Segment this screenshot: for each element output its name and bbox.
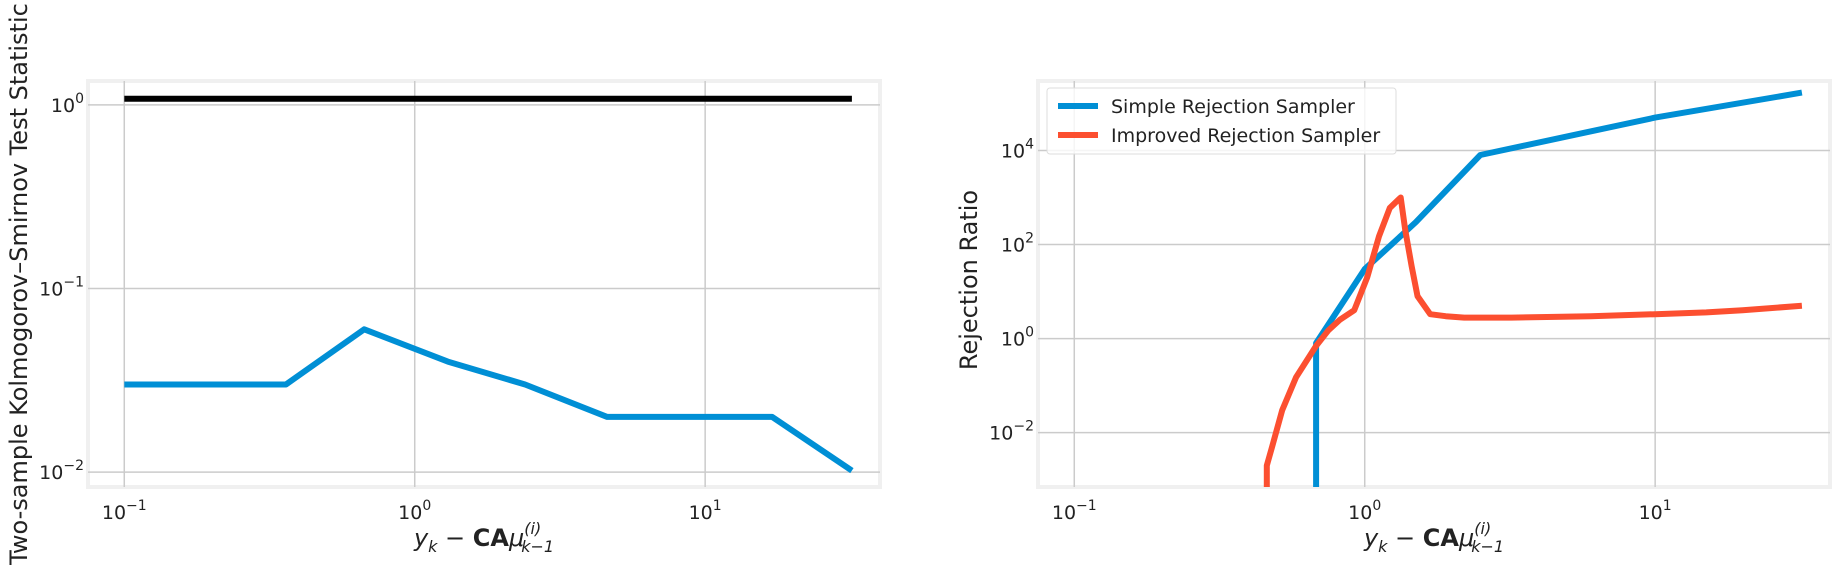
- plot-left-x-axis-label: yk − CAμ(i) k−1: [413, 519, 554, 556]
- plot-right-y-axis-label: Rejection Ratio: [955, 190, 983, 370]
- y-tick-label: 10−2: [989, 419, 1034, 445]
- x-tick-label: 101: [689, 498, 722, 524]
- plot-right-y-ticks: 10−2 100 102 104: [989, 136, 1034, 444]
- x-tick-label: 10−1: [102, 498, 147, 524]
- x-tick-label: 101: [1639, 498, 1672, 524]
- legend-label-simple: Simple Rejection Sampler: [1111, 96, 1355, 118]
- plot-right-series: [1263, 89, 1803, 487]
- plot-left-grid: [88, 81, 880, 487]
- plot-right-x-axis-label: yk − CAμ(i) k−1: [1363, 519, 1504, 556]
- x-tick-label: 100: [398, 498, 431, 524]
- legend-label-improved: Improved Rejection Sampler: [1111, 125, 1380, 147]
- plot-left-series: [124, 95, 854, 474]
- plot-right-frame: [1036, 79, 1832, 489]
- plot-left: 10−1 100 101 10−2 10−1 100 yk − CAμ(i) k−1 Tw…: [5, 3, 882, 566]
- plot-left-x-ticks: 10−1 100 101: [102, 498, 722, 524]
- x-tick-label: 100: [1348, 498, 1381, 524]
- series-line-blue: [124, 326, 854, 474]
- legend: Simple Rejection Sampler Improved Reject…: [1046, 87, 1397, 155]
- y-tick-label: 10−1: [39, 275, 84, 301]
- plot-left-y-ticks: 10−2 10−1 100: [39, 91, 84, 484]
- plot-left-frame: [86, 79, 882, 489]
- y-tick-label: 102: [1001, 231, 1034, 257]
- legend-box: [1046, 87, 1397, 155]
- plot-left-y-axis-label: Two-sample Kolmogorov–Smirnov Test Stati…: [5, 3, 33, 566]
- y-tick-label: 100: [51, 91, 84, 117]
- series-line-improved-rejection-sampler: [1263, 194, 1803, 487]
- y-tick-label: 100: [1001, 325, 1034, 351]
- plot-right-x-ticks: 10−1 100 101: [1052, 498, 1672, 524]
- y-tick-label: 10−2: [39, 458, 84, 484]
- x-tick-label: 10−1: [1052, 498, 1097, 524]
- y-tick-label: 104: [1001, 136, 1034, 162]
